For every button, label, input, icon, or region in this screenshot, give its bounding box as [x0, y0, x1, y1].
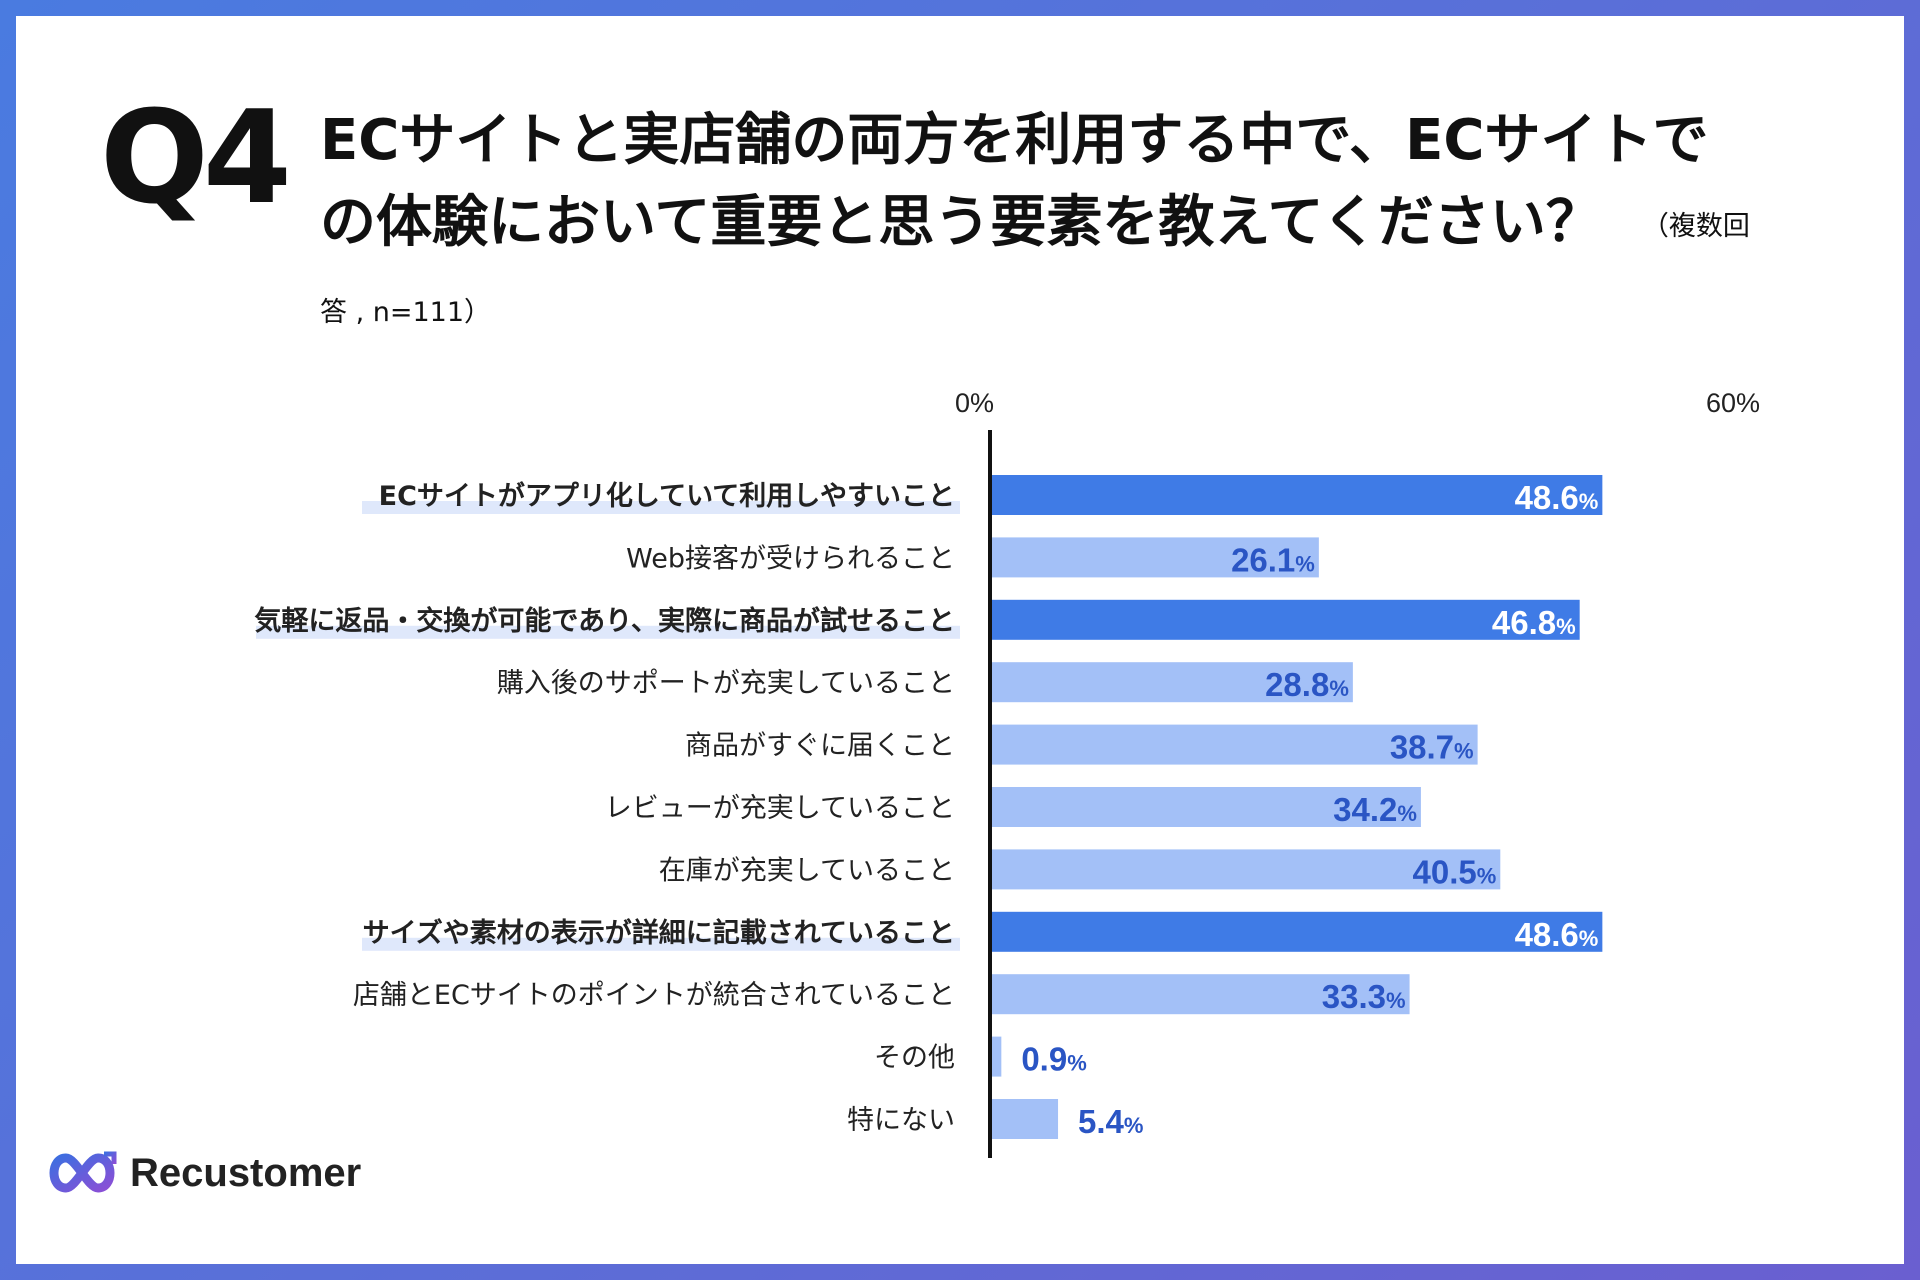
- category-label-highlight: [256, 625, 960, 639]
- value-label: 48.6%: [1515, 479, 1599, 516]
- value-unit: %: [1067, 1051, 1087, 1076]
- bar: [990, 974, 1410, 1015]
- value-unit: %: [1397, 801, 1417, 826]
- brand-name: Recustomer: [130, 1150, 362, 1195]
- question-note: （複数回答 , n=111）: [320, 211, 1750, 328]
- card: [16, 16, 1904, 1264]
- category-label: ECサイトがアプリ化していて利用しやすいこと: [379, 480, 955, 512]
- value-unit: %: [1556, 614, 1576, 639]
- category-label: 在庫が充実していること: [659, 855, 955, 886]
- bar: [990, 475, 1603, 515]
- category-label: Web接客が受けられること: [626, 543, 955, 574]
- category-label: 店舗とECサイトのポイントが統合されていること: [353, 980, 955, 1011]
- value-unit: %: [1295, 551, 1315, 576]
- category-label: 気軽に返品・交換が可能であり、実際に商品が試せること: [254, 605, 955, 637]
- axis-tick-min: 0%: [955, 388, 995, 418]
- value-unit: %: [1454, 739, 1474, 764]
- value-label: 0.9%: [1021, 1041, 1086, 1078]
- value-label: 33.3%: [1322, 978, 1406, 1015]
- value-unit: %: [1124, 1113, 1144, 1138]
- category-label: その他: [874, 1043, 955, 1074]
- brand-logo: Recustomer: [44, 1150, 361, 1196]
- infinity-loop-icon: [49, 1151, 117, 1193]
- value-unit: %: [1477, 863, 1497, 888]
- bar: [990, 537, 1319, 578]
- bar: [990, 662, 1353, 703]
- category-label-highlight: [362, 501, 960, 514]
- bar: [990, 599, 1580, 640]
- question-text: ECサイトと実店舗の両方を利用する中で、ECサイトでの体験において重要と思う要素…: [320, 108, 1709, 255]
- bar: [990, 849, 1501, 890]
- question-title: ECサイトと実店舗の両方を利用する中で、ECサイトでの体験において重要と思う要素…: [320, 100, 1760, 354]
- category-label: サイズや素材の表示が詳細に記載されていること: [363, 917, 955, 949]
- bar: [990, 787, 1421, 827]
- value-unit: %: [1386, 988, 1406, 1013]
- bar: [990, 1036, 1002, 1077]
- bar: [990, 911, 1603, 952]
- category-label: 商品がすぐに届くこと: [685, 731, 955, 762]
- value-unit: %: [1329, 676, 1349, 701]
- question-number: Q4: [100, 84, 292, 233]
- category-label-highlight: [362, 937, 960, 951]
- bar: [990, 724, 1478, 765]
- value-unit: %: [1579, 926, 1599, 951]
- category-label: 特にない: [847, 1105, 955, 1136]
- bar: [990, 1099, 1059, 1139]
- category-label: レビューが充実していること: [605, 793, 955, 824]
- axis-tick-max: 60%: [1706, 388, 1761, 418]
- value-label: 5.4%: [1078, 1103, 1143, 1140]
- value-unit: %: [1579, 489, 1599, 514]
- category-label: 購入後のサポートが充実していること: [497, 668, 955, 699]
